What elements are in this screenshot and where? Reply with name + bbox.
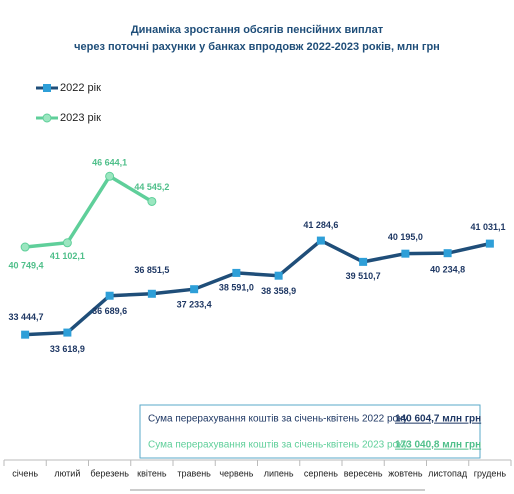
legend-marker	[42, 113, 52, 123]
point	[63, 328, 72, 337]
data-label: 37 233,4	[177, 300, 212, 310]
data-label: 33 618,9	[50, 344, 85, 354]
data-label: 46 644,1	[92, 158, 127, 168]
x-tick-label: лютий	[54, 468, 80, 478]
point	[443, 249, 452, 258]
x-tick-label: квітень	[137, 468, 167, 478]
x-tick-label: січень	[12, 468, 38, 478]
x-tick-label: березень	[90, 468, 129, 478]
point	[147, 196, 157, 206]
note-value: 173 040,8 млн грн	[395, 440, 481, 451]
point	[190, 285, 199, 294]
point	[62, 238, 72, 248]
data-label: 39 510,7	[346, 271, 381, 281]
x-tick-label: травень	[177, 468, 211, 478]
legend-label: 2022 рік	[60, 82, 101, 94]
data-label: 41 284,6	[303, 220, 338, 230]
data-label: 41 031,1	[470, 222, 505, 232]
x-tick-label: серпень	[304, 468, 338, 478]
chart-subtitle: через поточні рахунки у банках впродовж …	[74, 41, 440, 53]
point	[274, 271, 283, 280]
x-tick-label: червень	[219, 468, 253, 478]
data-label: 40 749,4	[8, 260, 43, 270]
data-label: 41 102,1	[50, 251, 85, 261]
data-label: 38 358,9	[261, 286, 296, 296]
x-tick-label: вересень	[344, 468, 383, 478]
x-tick-label: грудень	[474, 468, 507, 478]
legend-label: 2023 рік	[60, 112, 101, 124]
data-label: 40 234,8	[430, 265, 465, 275]
note-text: Сума перерахування коштів за січень-квіт…	[148, 414, 408, 425]
point	[232, 268, 241, 277]
point	[485, 239, 494, 248]
x-tick-label: жовтень	[388, 468, 423, 478]
point	[316, 236, 325, 245]
series-line	[24, 173, 153, 249]
point	[359, 257, 368, 266]
data-label: 36 689,6	[92, 306, 127, 316]
notes-box	[139, 404, 481, 459]
point	[401, 249, 410, 258]
data-label: 40 195,0	[388, 232, 423, 242]
point	[105, 291, 114, 300]
data-label: 33 444,7	[8, 312, 43, 322]
note-value: 140 604,7 млн грн	[395, 414, 481, 425]
data-label: 44 545,2	[134, 182, 169, 192]
point	[21, 330, 30, 339]
data-label: 38 591,0	[219, 282, 254, 292]
chart-title: Динаміка зростання обсягів пенсійних вип…	[131, 24, 384, 36]
data-label: 36 851,5	[134, 265, 169, 275]
x-tick-label: липень	[264, 468, 294, 478]
x-tick-label: листопад	[428, 468, 468, 478]
legend-marker	[43, 84, 51, 92]
point	[105, 171, 115, 181]
point	[20, 242, 30, 252]
series-line	[25, 238, 491, 337]
point	[147, 289, 156, 298]
note-text: Сума перерахування коштів за січень-квіт…	[148, 440, 408, 451]
